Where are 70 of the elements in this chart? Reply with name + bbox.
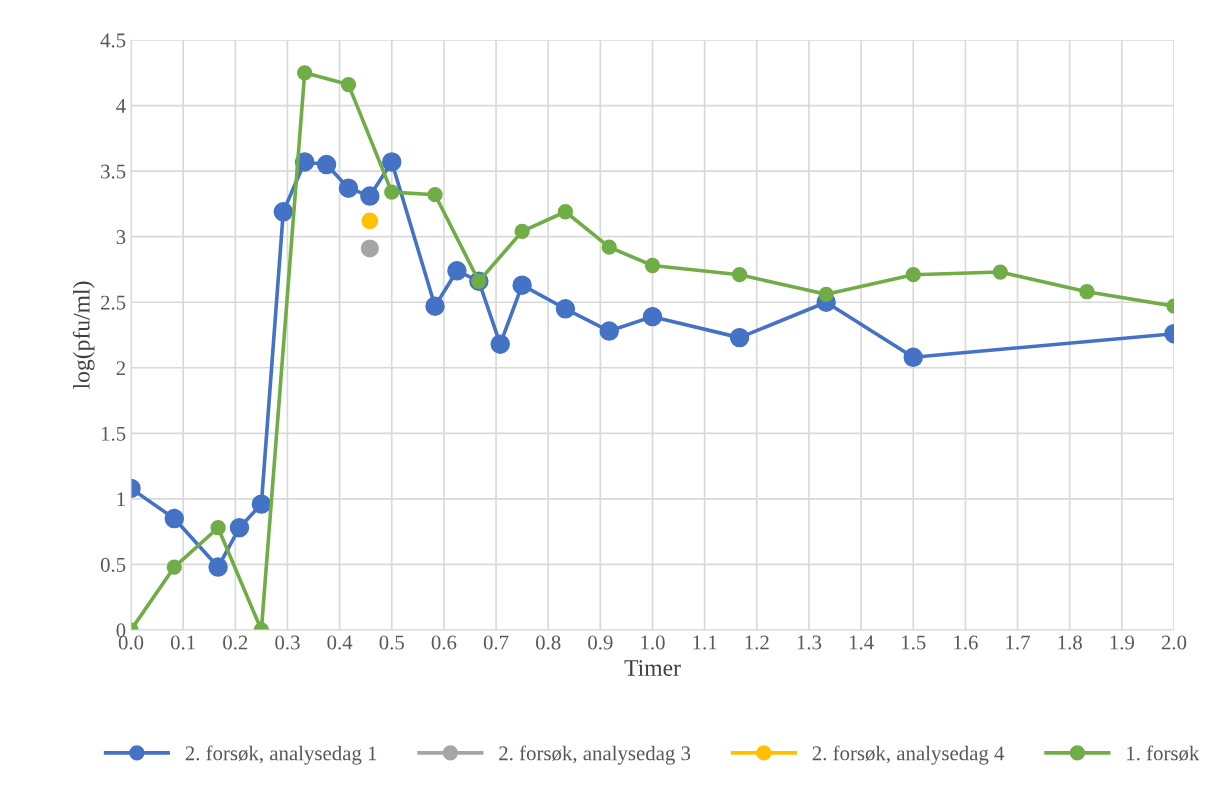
x-tick-label: 0.2	[223, 635, 248, 650]
point	[338, 178, 359, 198]
point	[251, 494, 272, 514]
x-tick-label: 0.3	[275, 635, 300, 650]
legend-label: 2. forsøk, analysedag 4	[812, 745, 1005, 765]
point	[166, 559, 182, 575]
point	[340, 76, 357, 93]
point	[514, 223, 530, 240]
point	[992, 264, 1008, 280]
x-tick-label: 0.1	[170, 635, 195, 650]
y-tick-label: 3	[116, 230, 126, 245]
point	[644, 257, 661, 274]
x-tick-label: 1.0	[641, 635, 665, 650]
x-tick-label: 1.2	[745, 635, 769, 650]
point	[557, 204, 574, 220]
x-tick-label: 1.3	[797, 635, 822, 650]
point	[905, 267, 921, 283]
point	[818, 286, 834, 302]
point	[208, 557, 228, 577]
x-tick-label: 1.5	[902, 635, 926, 650]
y-tick-label: 1	[117, 492, 125, 507]
y-tick-label: 2.5	[101, 295, 126, 310]
legend-label: 1. forsøk	[1127, 745, 1200, 762]
x-tick-label: 1.1	[693, 635, 717, 650]
x-tick-label: 1.7	[1006, 635, 1030, 650]
y-tick-label: 4.5	[100, 33, 126, 48]
point	[427, 187, 443, 203]
point	[210, 520, 226, 536]
point	[447, 261, 467, 281]
x-tick-label: 0.6	[431, 635, 457, 650]
point	[731, 267, 748, 283]
legend-label: 2. forsøk, analysedag 1	[185, 745, 377, 765]
point	[273, 202, 294, 222]
y-axis-title: log(pfu/ml)	[72, 281, 95, 389]
x-tick-label: 1.6	[954, 635, 978, 650]
y-tick-label: 3.5	[101, 164, 126, 179]
point	[382, 152, 402, 172]
point	[490, 334, 510, 354]
point	[425, 296, 445, 316]
x-tick-label: 1.4	[849, 635, 874, 650]
x-tick-label: 2.0	[1161, 635, 1187, 650]
point	[360, 186, 380, 206]
point	[384, 184, 400, 200]
x-tick-label: 0.9	[588, 635, 613, 650]
point	[729, 327, 750, 348]
x-axis-title: Timer	[624, 660, 681, 676]
x-tick-label: 1.8	[1058, 635, 1082, 650]
y-tick-label: 0.5	[100, 557, 126, 572]
x-tick-label: 0.5	[379, 635, 404, 650]
legend-label: 2. forsøk, analysedag 3	[499, 745, 691, 765]
x-tick-label: 1.9	[1110, 635, 1135, 650]
point	[512, 275, 532, 295]
point	[555, 299, 576, 319]
point	[297, 65, 313, 81]
point	[360, 239, 379, 258]
point	[229, 518, 250, 538]
point	[164, 508, 185, 529]
point	[601, 239, 617, 255]
x-tick-label: 0.8	[535, 635, 561, 650]
x-tick-label: 0.7	[483, 635, 509, 650]
point	[903, 347, 923, 368]
point	[316, 154, 337, 175]
y-tick-label: 1.5	[101, 426, 126, 441]
point	[1079, 284, 1095, 300]
point	[361, 212, 379, 230]
point	[642, 306, 663, 327]
y-tick-label: 4	[116, 99, 126, 113]
x-tick-label: 0.4	[327, 635, 353, 650]
point	[599, 321, 619, 341]
y-tick-label: 2	[116, 361, 125, 376]
